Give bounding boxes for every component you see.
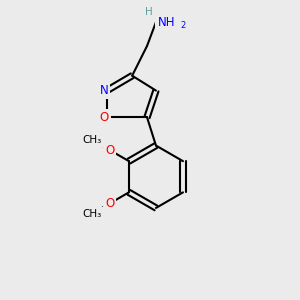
Text: O: O — [99, 111, 109, 124]
Text: O: O — [105, 197, 114, 210]
Text: CH₃: CH₃ — [82, 135, 101, 145]
Text: 2: 2 — [180, 21, 185, 30]
Text: CH₃: CH₃ — [82, 209, 101, 219]
Text: O: O — [105, 143, 114, 157]
Text: NH: NH — [158, 16, 175, 29]
Text: N: N — [100, 84, 108, 97]
Text: H: H — [145, 7, 152, 17]
